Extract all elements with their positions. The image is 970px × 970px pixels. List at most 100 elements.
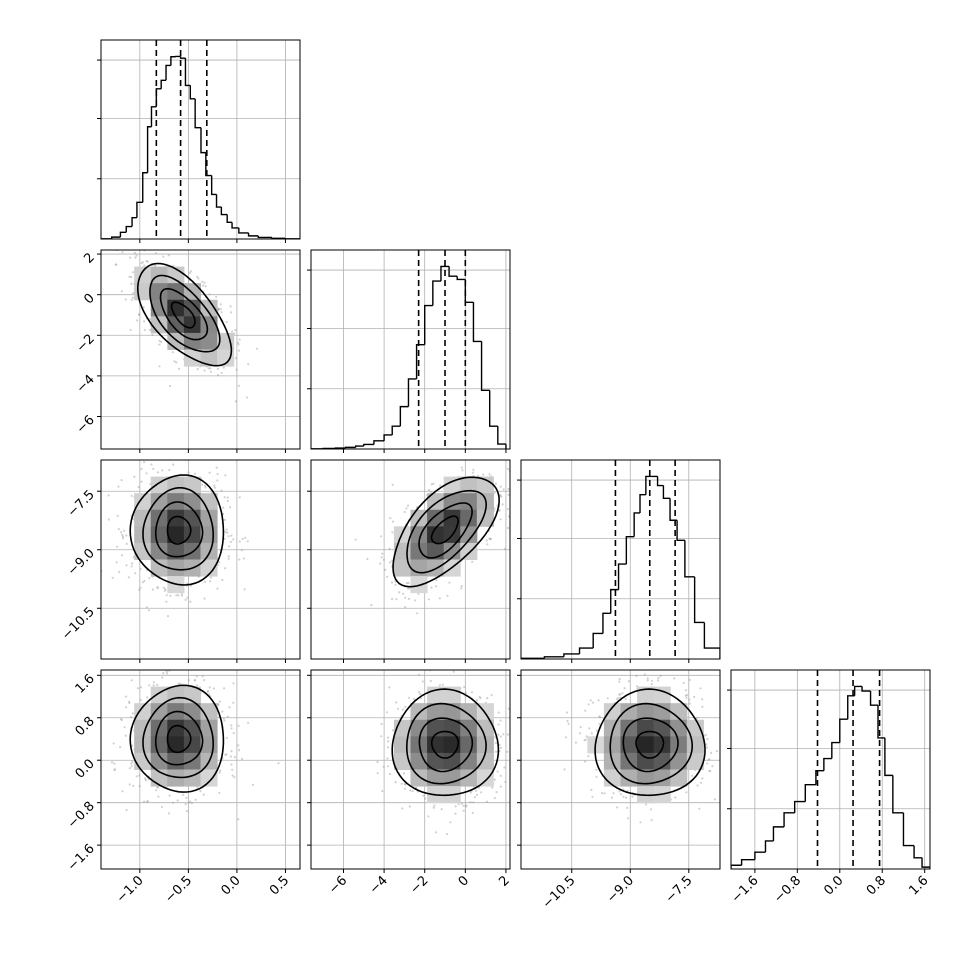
scatter-point <box>180 594 184 597</box>
scatter-point <box>215 466 218 469</box>
scatter-point <box>160 340 163 343</box>
scatter-point <box>151 588 154 591</box>
hist-bin <box>146 126 152 173</box>
contour-level-2 <box>142 487 214 571</box>
density-cell <box>653 736 671 754</box>
scatter-point <box>121 251 124 254</box>
scatter-point <box>128 767 131 770</box>
hist-bin <box>488 390 498 427</box>
panel-frame <box>310 669 511 870</box>
scatter-point <box>229 755 233 758</box>
scatter-point <box>627 680 631 683</box>
scatter-point <box>155 789 158 792</box>
density-cell <box>167 752 185 770</box>
scatter-point <box>138 785 141 788</box>
scatter-point <box>231 774 234 777</box>
scatter-point <box>657 676 660 680</box>
scatter-point <box>601 792 604 795</box>
density-cell <box>603 719 621 737</box>
scatter-point <box>206 690 209 693</box>
contour-level-1 <box>418 502 473 559</box>
density-cell <box>393 736 411 754</box>
scatter-point <box>222 717 225 720</box>
density-cell <box>410 769 428 787</box>
scatter-point <box>603 792 606 795</box>
scatter-point <box>419 693 422 696</box>
density-cell <box>134 542 152 560</box>
scatter-point <box>233 756 237 759</box>
scatter-point <box>194 798 197 801</box>
scatter-point <box>127 700 131 703</box>
density-cell <box>150 719 168 737</box>
scatter-point <box>203 679 206 682</box>
scatter-point <box>449 821 452 824</box>
scatter-point <box>208 686 211 689</box>
scatter-point <box>470 691 474 694</box>
scatter-point <box>583 739 586 742</box>
hist-grid <box>754 670 926 869</box>
scatter-point <box>189 800 192 803</box>
panel-2-0: −10.5 −9.0 −7.5 <box>59 459 301 663</box>
scatter-point <box>168 468 171 472</box>
scatter-point <box>564 736 567 739</box>
scatter-point <box>131 296 134 299</box>
scatter-point <box>128 701 131 705</box>
scatter-point <box>639 821 642 824</box>
scatter-point <box>151 333 154 336</box>
contour-level-2 <box>149 274 221 353</box>
scatter-point <box>382 558 385 561</box>
scatter-point <box>414 599 417 602</box>
scatter-point <box>125 542 128 545</box>
scatter-point <box>587 755 590 758</box>
scatter-point <box>688 702 691 705</box>
scatter-point <box>186 596 189 599</box>
scatter-point <box>499 494 502 497</box>
scatter-point <box>168 794 171 797</box>
scatter-point <box>445 832 449 836</box>
scatter-point <box>389 517 392 520</box>
density-cell <box>134 703 152 721</box>
scatter-point <box>168 650 170 652</box>
scatter-point <box>496 770 499 773</box>
density-cell <box>150 526 168 544</box>
scatter-point <box>113 769 116 772</box>
scatter-point <box>164 588 167 591</box>
scatter-point <box>187 679 190 682</box>
x-tick-label-0: −10.5 <box>540 873 579 912</box>
density-cell <box>443 476 461 494</box>
scatter-point <box>132 556 135 559</box>
pair-body <box>521 670 720 869</box>
density-cell <box>200 316 218 334</box>
scatter-point <box>465 804 468 807</box>
scatter-point <box>101 236 103 238</box>
scatter-point <box>404 705 407 708</box>
scatter-point <box>587 703 590 706</box>
scatter-point <box>391 520 395 523</box>
scatter-point <box>584 738 587 741</box>
scatter-point <box>238 349 241 352</box>
scatter-point <box>197 666 199 668</box>
scatter-point <box>635 674 638 678</box>
scatter-point <box>402 772 406 775</box>
scatter-point <box>417 673 420 676</box>
hist-bin <box>142 172 148 203</box>
scatter-point <box>382 765 385 768</box>
hist-bin <box>189 85 196 100</box>
density-cell <box>686 752 704 770</box>
hist-bin <box>676 520 685 542</box>
density-cell <box>476 752 494 770</box>
scatter-point <box>649 808 652 811</box>
scatter-point <box>500 495 503 498</box>
contour-level-2 <box>142 696 214 779</box>
hist-bin <box>804 784 816 802</box>
scatter-point <box>407 696 410 699</box>
scatter-point <box>145 260 148 263</box>
density-cell <box>150 703 168 721</box>
scatter-point <box>209 580 212 583</box>
scatter-point <box>158 339 161 342</box>
density-cell <box>200 299 218 317</box>
scatter-point <box>216 479 219 482</box>
scatter-point <box>506 508 509 511</box>
scatter-point <box>599 716 602 719</box>
